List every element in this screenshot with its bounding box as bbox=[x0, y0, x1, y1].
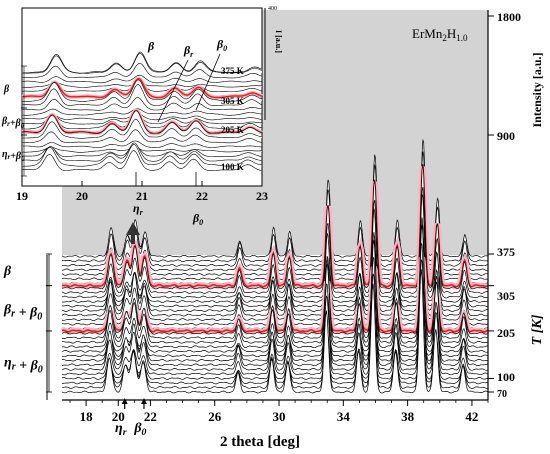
inset-trace bbox=[21, 142, 263, 162]
inset-beta-r-pointer bbox=[157, 59, 189, 123]
phase-band-label: βr + β0 bbox=[3, 302, 42, 322]
inset-x-tick-label: 19 bbox=[16, 189, 28, 203]
phase-band-label: β bbox=[3, 264, 12, 279]
inset-axes: 19 20 21 22 23 400 I [a.u.] 375 K 305 K 205 K 100 … bbox=[1, 6, 283, 227]
beta-peak-arrowhead bbox=[140, 398, 147, 404]
inset-beta-0-bottom-label: β0 bbox=[192, 211, 203, 227]
x-axis-label: 2 theta [deg] bbox=[220, 434, 300, 450]
inset-temp-label: 205 K bbox=[221, 125, 244, 135]
inset-trace bbox=[22, 84, 263, 106]
inset-y-top-label: 400 bbox=[268, 6, 277, 12]
main-trace bbox=[62, 163, 488, 290]
inset-trace bbox=[21, 53, 263, 74]
t-axis-label: T [K] bbox=[530, 314, 545, 345]
inset-trace-highlighted bbox=[21, 77, 263, 99]
t-tick-label: 205 bbox=[497, 326, 515, 340]
inset-trace bbox=[21, 97, 263, 111]
main-trace-fill bbox=[62, 139, 488, 262]
inset-trace-fill bbox=[22, 97, 262, 111]
main-trace bbox=[61, 269, 489, 394]
inset-trace-fill bbox=[22, 147, 262, 153]
phase-band-label: ηr + β0 bbox=[4, 355, 43, 375]
x-tick-label: 30 bbox=[273, 409, 286, 424]
inset-beta-label: β bbox=[147, 39, 155, 53]
t-tick-label: 305 bbox=[497, 289, 515, 303]
inset-temp-label: 100 K bbox=[221, 162, 244, 172]
x-tick-label: 38 bbox=[401, 409, 415, 424]
inset-trace bbox=[21, 144, 262, 167]
inset-trace-fill bbox=[22, 150, 262, 171]
x-tick-label: 34 bbox=[337, 409, 351, 424]
inset-trace bbox=[21, 108, 263, 116]
inset-x-tick-label: 21 bbox=[136, 189, 148, 203]
x-tick-label: 18 bbox=[80, 409, 94, 424]
y-axis-label: Intensity [a.u.] bbox=[530, 52, 544, 127]
y-tick-label: 900 bbox=[497, 129, 515, 143]
main-traces bbox=[61, 139, 490, 394]
compound-label: ErMn2H1.0 bbox=[412, 26, 468, 43]
up-arrow-icon bbox=[126, 222, 140, 244]
inset-temp-label: 375 K bbox=[221, 66, 244, 76]
inset-phase-label: ηr+β0 bbox=[2, 149, 25, 163]
inset-phase-label: β bbox=[3, 84, 10, 95]
t-tick-label: 70 bbox=[497, 389, 507, 400]
x-tick-label: 22 bbox=[144, 409, 157, 424]
main-axes: 18 20 22 26 30 34 38 42 900 1800 70 100 205 305 375 β βr… bbox=[3, 10, 521, 438]
inset-trace bbox=[21, 51, 263, 74]
x-tick-label: 20 bbox=[112, 409, 125, 424]
inset-trace bbox=[22, 140, 263, 148]
main-trace bbox=[61, 298, 489, 376]
main-trace bbox=[62, 224, 489, 344]
eta-peak-label: ηr bbox=[115, 421, 127, 438]
inset-trace bbox=[21, 74, 263, 84]
x-tick-label: 42 bbox=[465, 409, 478, 424]
inset-x-tick-label: 23 bbox=[256, 189, 268, 203]
main-trace bbox=[61, 217, 489, 340]
inset-trace bbox=[21, 118, 263, 139]
inset-trace-fill bbox=[22, 63, 262, 78]
inset-trace-fill bbox=[22, 110, 262, 134]
main-trace bbox=[61, 261, 488, 349]
main-trace bbox=[61, 242, 488, 367]
inset-trace bbox=[22, 144, 263, 157]
inset-trace bbox=[22, 147, 263, 153]
inset-trace-fill bbox=[22, 108, 262, 116]
inset-trace bbox=[22, 150, 263, 171]
inset-trace-fill bbox=[22, 53, 262, 74]
eta-peak-arrowhead bbox=[121, 398, 128, 404]
inset-eta-r-label: ηr bbox=[133, 201, 144, 217]
inset-beta-0-label: β0 bbox=[216, 37, 227, 53]
x-tick-label: 26 bbox=[208, 409, 222, 424]
inset-temp-label: 305 K bbox=[221, 96, 244, 106]
inset-x-tick-label: 20 bbox=[76, 189, 88, 203]
inset-trace-fill bbox=[22, 84, 262, 106]
main-trace bbox=[61, 259, 489, 371]
inset-trace bbox=[22, 129, 263, 144]
inset-trace bbox=[21, 79, 263, 102]
y-tick-label: 1800 bbox=[497, 10, 521, 24]
inset-beta-0-pointer bbox=[195, 53, 221, 111]
inset-y-label: I [a.u.] bbox=[274, 30, 283, 53]
beta-peak-label: β0 bbox=[133, 421, 146, 438]
t-tick-label: 100 bbox=[497, 370, 515, 384]
inset-trace bbox=[21, 110, 263, 134]
inset-beta-r-label: βr bbox=[183, 43, 194, 59]
inset-trace bbox=[22, 62, 263, 79]
inset-x-tick-label: 22 bbox=[196, 189, 208, 203]
inset-phase-label: βr+β0 bbox=[1, 116, 25, 130]
t-tick-label: 375 bbox=[497, 245, 515, 259]
